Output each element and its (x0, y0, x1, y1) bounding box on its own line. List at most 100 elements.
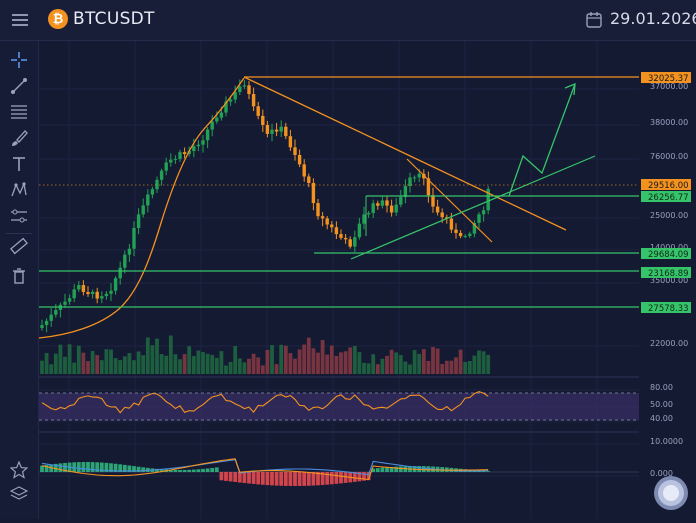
volume-bar (201, 352, 205, 374)
macd-hist-bar (187, 469, 192, 472)
text-tool[interactable] (7, 153, 31, 175)
macd-hist-bar (357, 472, 362, 482)
menu-button[interactable] (0, 0, 40, 40)
volume-bar (325, 354, 330, 374)
volume-bar (339, 352, 343, 374)
candle-body (242, 85, 247, 87)
candle-body (86, 292, 90, 295)
calendar-icon[interactable] (586, 11, 602, 28)
price-tag-23168: 23168.89 (648, 269, 689, 279)
candle-body (477, 214, 481, 223)
volume-bar (113, 358, 118, 374)
volume-bar (76, 345, 81, 374)
macd-hist-bar (380, 467, 385, 472)
candle-body (330, 224, 334, 228)
brush-tool[interactable] (7, 127, 31, 149)
crosshair-icon (11, 52, 27, 68)
macd-hist-bar (316, 472, 320, 486)
candle-body (348, 239, 352, 247)
macd-hist-bar (288, 472, 293, 486)
volume-bar (237, 358, 242, 374)
macd-hist-bar (136, 466, 141, 472)
volume-bar (343, 351, 348, 374)
macd-hist-bar (352, 472, 357, 482)
candle-body (233, 92, 237, 100)
volume-bar (242, 362, 247, 374)
favorites-tool[interactable] (7, 459, 31, 481)
price-tag-32025-bg (641, 72, 691, 83)
pattern-icon (11, 181, 27, 197)
volume-bar (426, 360, 431, 374)
rising-trendline (350, 155, 596, 260)
macd-hist-bar (486, 471, 491, 472)
crosshair-tool[interactable] (7, 49, 31, 71)
ruler-tool[interactable] (7, 235, 31, 257)
volume-bar (233, 346, 238, 374)
macd-hist-bar (118, 464, 123, 472)
layers-tool[interactable] (7, 483, 31, 505)
macd-hist-bar (362, 472, 366, 481)
volume-bar (486, 354, 491, 374)
rsi-line (41, 391, 489, 414)
candle-body (279, 126, 283, 132)
axis-label-25000: 25000.00 (650, 211, 688, 220)
candle-body (127, 248, 132, 255)
descending-trendline (243, 76, 567, 231)
candle-body (54, 309, 58, 315)
volume-bar (265, 349, 270, 374)
volume-bar (150, 345, 155, 374)
volume-bar (293, 358, 297, 374)
symbol-title[interactable]: BTCUSDT (73, 9, 155, 29)
macd-histogram (40, 462, 491, 486)
macd-hist-bar (168, 469, 173, 472)
candle-body (155, 179, 159, 190)
candle-body (205, 129, 210, 141)
candle-body (431, 195, 435, 207)
trendline-tool[interactable] (7, 75, 31, 97)
macd-hist-bar (389, 466, 394, 472)
delete-tool[interactable] (7, 265, 31, 287)
candle-body (67, 298, 72, 302)
candle-body (201, 140, 205, 145)
macd-hist-bar (141, 467, 146, 472)
volume-bar (357, 352, 362, 374)
price-tag-23168-bg (641, 267, 691, 278)
pattern-tool[interactable] (7, 179, 31, 201)
volume-bar (214, 357, 219, 374)
fib-tool[interactable] (7, 101, 31, 123)
top-bar: ₿ BTCUSDT 29.01.2026 (0, 0, 696, 41)
volume-bar (86, 361, 90, 374)
macd-hist-bar (44, 464, 49, 472)
price-chart[interactable]: 37000.00 38000.00 76000.00 25000.00 1400… (38, 41, 696, 519)
chart-area[interactable]: 37000.00 38000.00 76000.00 25000.00 1400… (38, 41, 696, 519)
macd-hist-bar (339, 472, 343, 484)
macd-hist-bar (191, 469, 196, 472)
axis-label-22000: 22000.00 (650, 339, 688, 348)
candle-body (394, 204, 398, 213)
volume-bar (182, 354, 187, 374)
candle-body (316, 203, 320, 217)
volume-bar (472, 355, 477, 374)
volume-bar (403, 361, 408, 374)
macd-hist-bar (320, 472, 325, 485)
volume-bar (444, 360, 449, 374)
macd-hist-bar (283, 472, 288, 486)
macd-hist-bar (113, 463, 118, 472)
rsi-axis-80: 80.00 (650, 383, 673, 392)
volume-bar (260, 365, 265, 374)
candle-body (486, 188, 490, 211)
candle-body (265, 124, 270, 134)
candle-body (104, 293, 109, 297)
macd-hist-bar (109, 463, 113, 472)
candle-body (251, 94, 256, 107)
candle-body (412, 177, 417, 179)
layers-icon (10, 486, 28, 500)
macd-hist-bar (260, 472, 265, 485)
volume-bar (316, 352, 320, 374)
rsi-panel (39, 391, 639, 421)
macd-hist-bar (329, 472, 334, 485)
candle-body (109, 290, 113, 294)
volume-bar (44, 353, 49, 374)
measure-tool[interactable] (7, 205, 31, 227)
candle-body (169, 159, 173, 163)
